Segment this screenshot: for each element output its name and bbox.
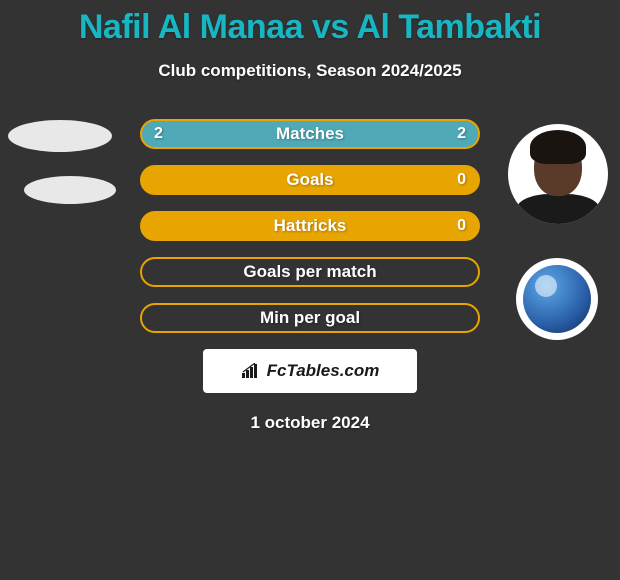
stat-label: Goals per match [243,262,376,282]
stat-label: Matches [276,124,344,144]
comparison-subtitle: Club competitions, Season 2024/2025 [0,61,620,81]
stat-row-matches: 2 Matches 2 [140,119,480,149]
brand-box[interactable]: FcTables.com [203,349,417,393]
stat-value-right: 0 [457,171,466,189]
stat-label: Min per goal [260,308,360,328]
comparison-title: Nafil Al Manaa vs Al Tambakti [0,0,620,47]
bar-chart-icon [241,363,261,379]
stat-row-goals: Goals 0 [140,165,480,195]
stat-value-left: 2 [154,125,163,143]
stat-label: Goals [286,170,333,190]
stats-container: 2 Matches 2 Goals 0 Hattricks 0 Goals pe… [0,119,620,333]
brand-label: FcTables.com [267,361,380,381]
stat-row-hattricks: Hattricks 0 [140,211,480,241]
stat-value-right: 0 [457,217,466,235]
stat-value-right: 2 [457,125,466,143]
stat-row-min-per-goal: Min per goal [140,303,480,333]
date-label: 1 october 2024 [0,413,620,433]
stat-row-goals-per-match: Goals per match [140,257,480,287]
stat-label: Hattricks [274,216,347,236]
